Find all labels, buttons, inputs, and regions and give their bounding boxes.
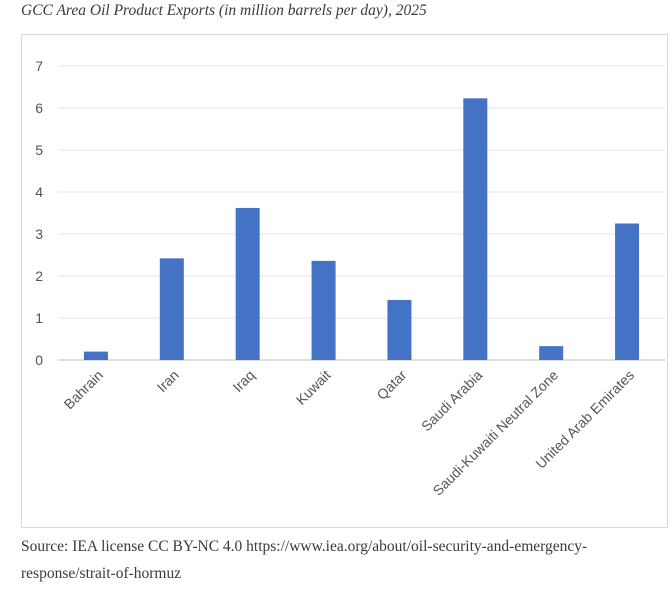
bar-iran xyxy=(159,258,184,360)
x-tick-label: Bahrain xyxy=(61,367,106,412)
x-tick-label: Qatar xyxy=(373,367,409,403)
bar-iraq xyxy=(235,207,260,360)
y-tick-label: 2 xyxy=(35,268,43,284)
x-axis-ticks: Bahrain Iran Iraq Kuwait Qatar Saudi ArabiaSa… xyxy=(61,367,638,499)
y-tick-label: 0 xyxy=(35,352,43,368)
y-tick-label: 3 xyxy=(35,226,43,242)
bar-saudi-kuwaiti-neutral-zone xyxy=(539,346,564,360)
x-tick-label: Saudi-Kuwaiti Neutral Zone xyxy=(429,367,561,499)
y-tick-label: 1 xyxy=(35,310,43,326)
y-tick-label: 5 xyxy=(35,142,43,158)
gridlines xyxy=(58,65,665,361)
y-tick-label: 4 xyxy=(35,184,43,200)
source-note: Source: IEA license CC BY-NC 4.0 https:/… xyxy=(21,538,588,582)
bar-bahrain xyxy=(83,351,108,360)
bar-united-arab-emirates xyxy=(615,223,640,360)
bar-saudi-arabia xyxy=(463,98,488,360)
bars xyxy=(83,98,640,360)
y-tick-label: 7 xyxy=(35,58,43,74)
bar-qatar xyxy=(387,299,412,360)
y-axis-ticks: 0 1 2 3 4 5 6 7 xyxy=(35,58,43,368)
bar-kuwait xyxy=(311,260,336,360)
x-tick-label: Iran xyxy=(154,367,182,395)
chart-title: GCC Area Oil Product Exports (in million… xyxy=(21,2,427,19)
x-tick-label: Iraq xyxy=(229,367,257,395)
x-tick-label: Kuwait xyxy=(293,367,334,408)
chart-container xyxy=(21,34,668,528)
x-tick-label: Saudi Arabia xyxy=(418,367,486,435)
y-tick-label: 6 xyxy=(35,100,43,116)
